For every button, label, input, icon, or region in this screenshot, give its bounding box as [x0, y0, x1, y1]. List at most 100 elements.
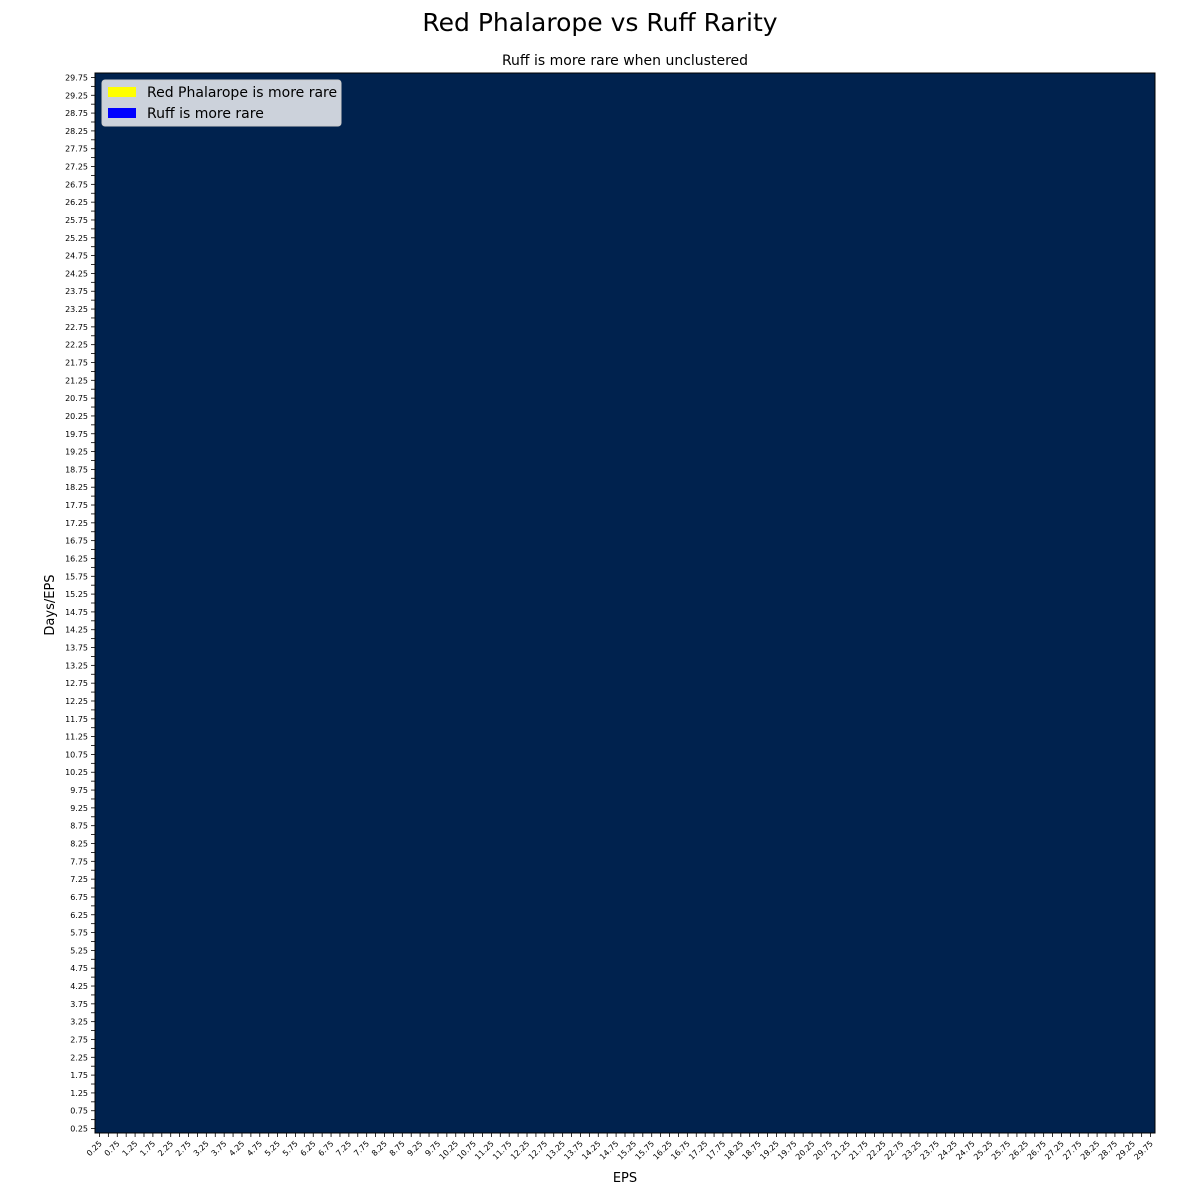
- x-tick-label: 20.25: [794, 1139, 817, 1162]
- y-tick-label: 11.75: [65, 715, 88, 724]
- y-tick-label: 22.25: [65, 341, 88, 350]
- legend-swatch-red-phalarope: [108, 87, 136, 97]
- y-tick-label: 26.75: [65, 180, 88, 189]
- x-tick-label: 8.75: [388, 1139, 407, 1158]
- y-axis-label: Days/EPS: [43, 574, 58, 635]
- x-tick-label: 7.25: [334, 1139, 353, 1158]
- x-axis-label: EPS: [613, 1171, 637, 1186]
- legend-swatch-ruff: [108, 108, 136, 118]
- y-tick-label: 23.75: [65, 287, 88, 296]
- y-tick-label: 2.75: [70, 1035, 88, 1044]
- y-tick-label: 5.25: [70, 946, 88, 955]
- y-tick-label: 27.25: [65, 163, 88, 172]
- y-tick-label: 2.25: [70, 1053, 88, 1062]
- chart-subtitle: Ruff is more rare when unclustered: [502, 53, 748, 69]
- y-tick-label: 7.25: [70, 875, 88, 884]
- y-tick-label: 27.75: [65, 145, 88, 154]
- x-tick-label: 11.25: [473, 1139, 496, 1162]
- x-axis-ticks: 0.250.751.251.752.252.753.253.754.254.75…: [85, 1133, 1155, 1162]
- y-tick-label: 28.75: [65, 109, 88, 118]
- y-tick-label: 9.25: [70, 804, 88, 813]
- x-tick-label: 28.25: [1079, 1139, 1102, 1162]
- x-tick-label: 14.75: [598, 1139, 621, 1162]
- y-tick-label: 8.25: [70, 840, 88, 849]
- x-tick-label: 19.75: [776, 1139, 799, 1162]
- y-tick-label: 4.25: [70, 982, 88, 991]
- y-tick-label: 12.75: [65, 679, 88, 688]
- legend-box: [101, 79, 342, 127]
- x-tick-label: 7.75: [352, 1139, 371, 1158]
- y-tick-label: 18.75: [65, 465, 88, 474]
- x-tick-label: 29.75: [1132, 1139, 1155, 1162]
- y-tick-label: 3.75: [70, 1000, 88, 1009]
- x-tick-label: 18.25: [723, 1139, 746, 1162]
- x-tick-label: 22.75: [883, 1139, 906, 1162]
- x-tick-label: 8.25: [370, 1139, 389, 1158]
- legend-label-ruff: Ruff is more rare: [147, 106, 264, 122]
- y-tick-label: 6.75: [70, 893, 88, 902]
- x-tick-label: 23.75: [919, 1139, 942, 1162]
- y-tick-label: 16.75: [65, 537, 88, 546]
- y-tick-label: 20.25: [65, 412, 88, 421]
- y-tick-label: 8.75: [70, 822, 88, 831]
- y-tick-label: 9.75: [70, 786, 88, 795]
- x-tick-label: 11.75: [491, 1139, 514, 1162]
- x-tick-label: 0.75: [103, 1139, 122, 1158]
- y-tick-label: 17.75: [65, 501, 88, 510]
- x-tick-label: 26.25: [1008, 1139, 1031, 1162]
- y-tick-label: 14.75: [65, 608, 88, 617]
- x-tick-label: 5.25: [263, 1139, 282, 1158]
- y-tick-label: 25.75: [65, 216, 88, 225]
- x-tick-label: 17.25: [687, 1139, 710, 1162]
- y-tick-label: 11.25: [65, 733, 88, 742]
- y-tick-label: 24.75: [65, 252, 88, 261]
- x-tick-label: 18.75: [740, 1139, 763, 1162]
- x-tick-label: 20.75: [812, 1139, 835, 1162]
- y-tick-label: 21.75: [65, 358, 88, 367]
- heatmap-area: [95, 73, 1155, 1133]
- y-tick-label: 6.25: [70, 911, 88, 920]
- x-tick-label: 17.75: [705, 1139, 728, 1162]
- y-tick-label: 0.75: [70, 1107, 88, 1116]
- x-tick-label: 26.75: [1026, 1139, 1049, 1162]
- x-tick-label: 10.75: [455, 1139, 478, 1162]
- x-tick-label: 15.25: [616, 1139, 639, 1162]
- x-tick-label: 28.75: [1097, 1139, 1120, 1162]
- x-tick-label: 24.75: [954, 1139, 977, 1162]
- y-axis-ticks: 0.25 0.75 1.25 1.75 2.25 2.75 3.25 3.75 4.25 4.75…: [65, 73, 95, 1134]
- y-tick-label: 0.25: [70, 1125, 88, 1134]
- x-tick-label: 4.75: [245, 1139, 264, 1158]
- x-tick-label: 16.25: [651, 1139, 674, 1162]
- x-tick-label: 22.25: [865, 1139, 888, 1162]
- x-tick-label: 12.75: [527, 1139, 550, 1162]
- y-tick-label: 4.75: [70, 964, 88, 973]
- y-tick-label: 7.75: [70, 857, 88, 866]
- y-tick-label: 22.75: [65, 323, 88, 332]
- legend-label-red-phalarope: Red Phalarope is more rare: [147, 85, 337, 101]
- y-tick-label: 25.25: [65, 234, 88, 243]
- x-tick-label: 6.25: [299, 1139, 318, 1158]
- y-tick-label: 14.25: [65, 626, 88, 635]
- x-tick-label: 10.25: [438, 1139, 461, 1162]
- x-tick-label: 2.25: [156, 1139, 175, 1158]
- x-tick-label: 24.25: [936, 1139, 959, 1162]
- y-tick-label: 12.25: [65, 697, 88, 706]
- y-tick-label: 1.75: [70, 1071, 88, 1080]
- x-tick-label: 3.75: [210, 1139, 229, 1158]
- legend: Red Phalarope is more rare Ruff is more …: [101, 79, 342, 127]
- x-tick-label: 27.25: [1043, 1139, 1066, 1162]
- y-tick-label: 21.25: [65, 376, 88, 385]
- x-tick-label: 16.75: [669, 1139, 692, 1162]
- y-tick-label: 20.75: [65, 394, 88, 403]
- y-tick-label: 15.75: [65, 572, 88, 581]
- y-tick-label: 10.75: [65, 750, 88, 759]
- x-tick-label: 4.25: [227, 1139, 246, 1158]
- x-tick-label: 19.25: [758, 1139, 781, 1162]
- x-tick-label: 14.25: [580, 1139, 603, 1162]
- y-tick-label: 19.25: [65, 448, 88, 457]
- y-tick-label: 18.25: [65, 483, 88, 492]
- x-tick-label: 23.25: [901, 1139, 924, 1162]
- y-tick-label: 16.25: [65, 554, 88, 563]
- x-tick-label: 21.75: [847, 1139, 870, 1162]
